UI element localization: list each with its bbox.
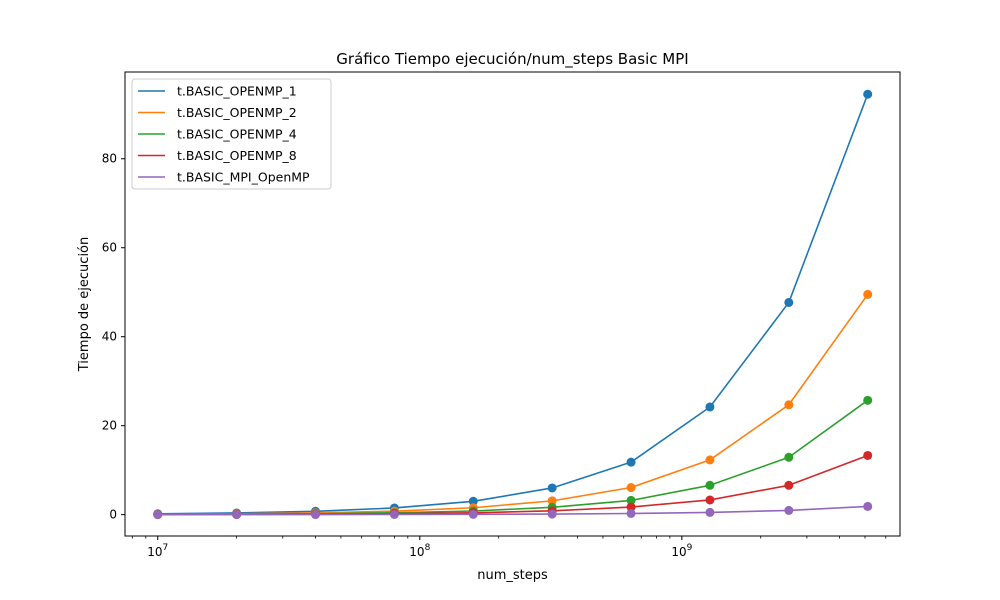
data-point xyxy=(784,505,794,515)
legend-label: t.BASIC_OPENMP_2 xyxy=(177,105,297,120)
data-point xyxy=(705,402,715,412)
legend-label: t.BASIC_OPENMP_1 xyxy=(177,84,297,99)
x-tick-label: 108 xyxy=(409,543,430,559)
series-line xyxy=(157,93,869,515)
data-point xyxy=(705,495,715,505)
data-point xyxy=(705,480,715,490)
data-point xyxy=(863,395,873,405)
data-point xyxy=(863,450,873,460)
y-tick-label: 20 xyxy=(102,419,117,433)
data-point xyxy=(389,509,399,519)
data-point xyxy=(468,496,478,506)
data-point xyxy=(232,510,242,520)
data-point xyxy=(626,502,636,512)
y-tick-label: 60 xyxy=(102,241,117,255)
data-point xyxy=(311,510,321,520)
data-point xyxy=(626,508,636,518)
data-point xyxy=(863,501,873,511)
data-point xyxy=(547,509,557,519)
legend-label: t.BASIC_OPENMP_8 xyxy=(177,148,297,163)
plot-frame xyxy=(124,71,901,537)
x-tick-label: 109 xyxy=(671,543,692,559)
data-point xyxy=(547,483,557,493)
y-tick-label: 0 xyxy=(109,508,117,522)
series-line xyxy=(157,505,868,516)
x-axis-label: num_steps xyxy=(477,568,548,583)
legend-label: t.BASIC_OPENMP_4 xyxy=(177,127,297,142)
data-point xyxy=(784,452,794,462)
y-tick-label: 40 xyxy=(102,330,117,344)
chart-title: Gráfico Tiempo ejecución/num_steps Basic… xyxy=(336,50,688,69)
data-point xyxy=(705,455,715,465)
data-point xyxy=(784,400,794,410)
y-axis-label: Tiempo de ejecución xyxy=(77,237,92,372)
data-point xyxy=(626,495,636,505)
legend-label: t.BASIC_MPI_OpenMP xyxy=(177,170,310,185)
data-point xyxy=(626,483,636,493)
x-tick-label: 107 xyxy=(147,543,168,559)
data-point xyxy=(784,480,794,490)
data-point xyxy=(863,289,873,299)
data-point xyxy=(153,510,163,520)
data-point xyxy=(547,496,557,506)
series xyxy=(153,501,873,520)
axis-ticks: 0 20 40 60 80 107 108 109 xyxy=(102,152,887,559)
legend-box xyxy=(131,78,332,190)
data-point xyxy=(863,89,873,99)
legend: t.BASIC_OPENMP_1 t.BASIC_OPENMP_2 t.BASIC_… xyxy=(131,78,332,190)
data-point xyxy=(705,507,715,517)
y-tick-label: 80 xyxy=(102,152,117,166)
data-point xyxy=(626,457,636,467)
data-point xyxy=(784,297,794,307)
plot-area xyxy=(153,89,873,520)
data-point xyxy=(468,509,478,519)
